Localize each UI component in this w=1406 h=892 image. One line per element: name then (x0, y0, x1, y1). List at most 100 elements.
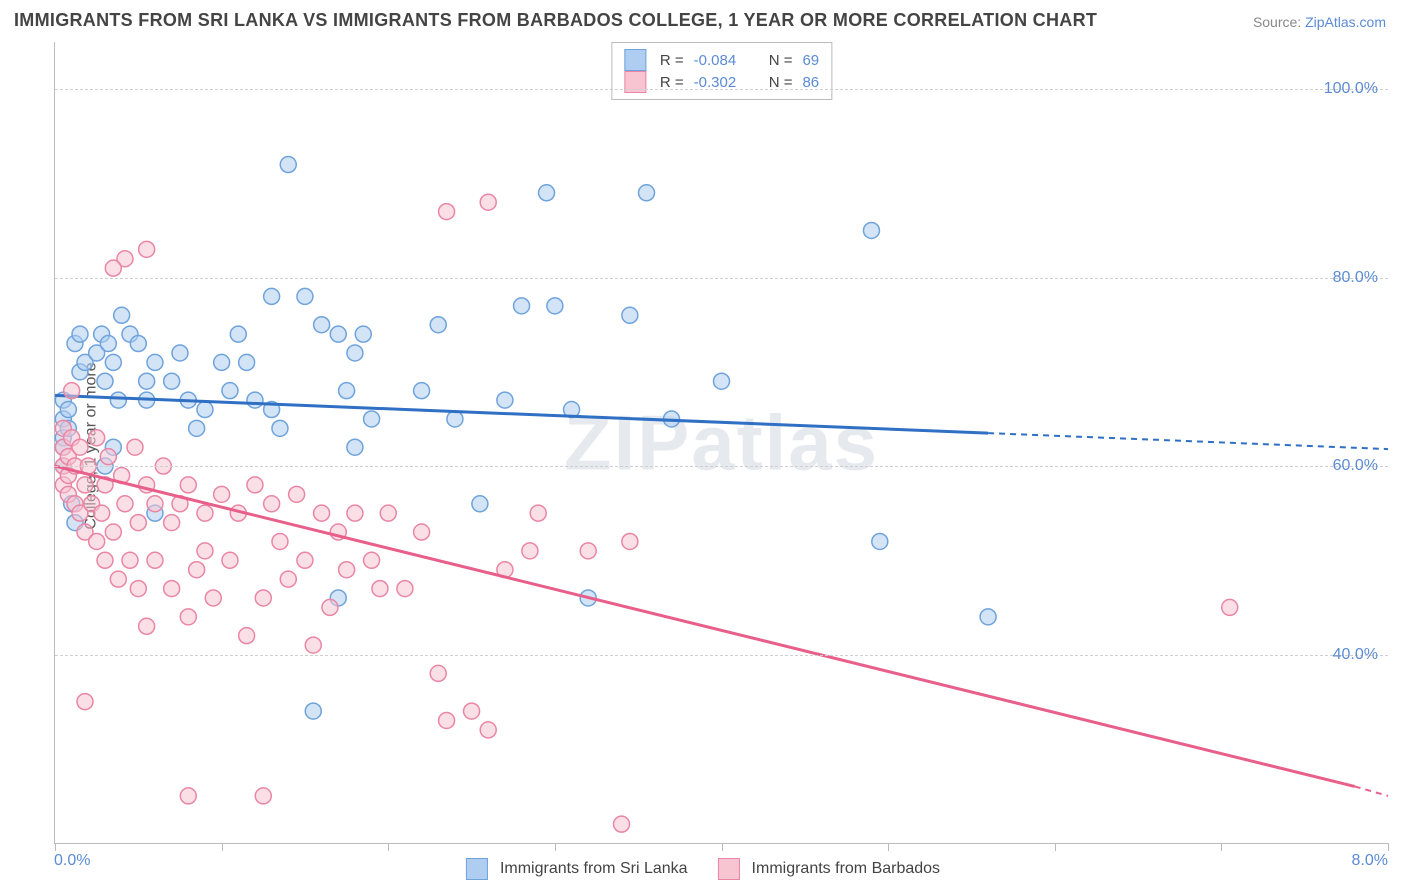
scatter-point (247, 392, 263, 408)
scatter-point (117, 496, 133, 512)
scatter-point (180, 788, 196, 804)
scatter-point (639, 185, 655, 201)
legend-r-label: R = (660, 52, 684, 69)
scatter-point (347, 345, 363, 361)
scatter-point (314, 317, 330, 333)
scatter-point (110, 392, 126, 408)
scatter-point (100, 449, 116, 465)
scatter-point (89, 430, 105, 446)
scatter-point (110, 571, 126, 587)
scatter-point (514, 298, 530, 314)
scatter-point (372, 581, 388, 597)
scatter-point (130, 581, 146, 597)
scatter-point (147, 552, 163, 568)
scatter-point (322, 599, 338, 615)
legend-swatch (624, 49, 646, 71)
gridline (55, 89, 1388, 90)
scatter-point (339, 383, 355, 399)
scatter-point (297, 552, 313, 568)
scatter-point (305, 637, 321, 653)
scatter-point (289, 486, 305, 502)
scatter-point (94, 505, 110, 521)
scatter-point (464, 703, 480, 719)
x-tick (388, 843, 389, 851)
scatter-point (330, 326, 346, 342)
scatter-point (214, 486, 230, 502)
x-tick (55, 843, 56, 851)
series-legend: Immigrants from Sri Lanka Immigrants from… (466, 858, 940, 880)
scatter-point (480, 194, 496, 210)
scatter-point (239, 628, 255, 644)
scatter-point (497, 392, 513, 408)
scatter-point (77, 477, 93, 493)
plot-area: ZIPatlas R = -0.084 N = 69R = -0.302 N =… (54, 42, 1388, 844)
scatter-point (339, 562, 355, 578)
scatter-point (430, 665, 446, 681)
scatter-point (189, 420, 205, 436)
legend-series-name: Immigrants from Sri Lanka (500, 860, 688, 878)
x-tick (722, 843, 723, 851)
scatter-point (139, 373, 155, 389)
scatter-point (197, 402, 213, 418)
scatter-point (122, 552, 138, 568)
scatter-point (180, 609, 196, 625)
scatter-point (205, 590, 221, 606)
scatter-point (355, 326, 371, 342)
scatter-point (89, 533, 105, 549)
correlation-legend: R = -0.084 N = 69R = -0.302 N = 86 (611, 42, 832, 100)
gridline (55, 466, 1388, 467)
scatter-point (430, 317, 446, 333)
scatter-point (255, 590, 271, 606)
gridline (55, 278, 1388, 279)
x-tick (888, 843, 889, 851)
scatter-point (139, 241, 155, 257)
trend-line-extrapolated (988, 433, 1388, 449)
chart-title: IMMIGRANTS FROM SRI LANKA VS IMMIGRANTS … (14, 10, 1097, 31)
x-tick (222, 843, 223, 851)
scatter-point (127, 439, 143, 455)
legend-item: Immigrants from Sri Lanka (466, 858, 688, 880)
legend-r-label: R = (660, 74, 684, 91)
source-prefix: Source: (1253, 14, 1305, 30)
legend-r-value: -0.302 (694, 74, 737, 91)
scatter-point (130, 336, 146, 352)
scatter-point (197, 543, 213, 559)
scatter-point (305, 703, 321, 719)
scatter-point (280, 571, 296, 587)
legend-n-value: 69 (802, 52, 819, 69)
x-tick (1055, 843, 1056, 851)
source-link[interactable]: ZipAtlas.com (1305, 14, 1386, 30)
scatter-point (347, 439, 363, 455)
scatter-point (480, 722, 496, 738)
legend-n-label: N = (769, 52, 793, 69)
scatter-point (280, 157, 296, 173)
scatter-point (364, 411, 380, 427)
x-tick-min: 0.0% (54, 852, 90, 870)
scatter-point (130, 515, 146, 531)
legend-r-value: -0.084 (694, 52, 737, 69)
scatter-point (105, 354, 121, 370)
legend-item: Immigrants from Barbados (718, 858, 941, 880)
legend-row: R = -0.084 N = 69 (624, 49, 819, 71)
scatter-point (97, 373, 113, 389)
scatter-point (197, 505, 213, 521)
scatter-point (77, 694, 93, 710)
legend-swatch (718, 858, 740, 880)
scatter-point (380, 505, 396, 521)
scatter-point (172, 345, 188, 361)
scatter-point (147, 354, 163, 370)
scatter-point (255, 788, 271, 804)
scatter-svg (55, 42, 1388, 843)
x-tick-max: 8.0% (1352, 852, 1388, 870)
scatter-point (439, 204, 455, 220)
legend-n-label: N = (769, 74, 793, 91)
scatter-point (530, 505, 546, 521)
scatter-point (863, 222, 879, 238)
trend-line-extrapolated (1355, 786, 1388, 795)
scatter-point (314, 505, 330, 521)
scatter-point (230, 326, 246, 342)
scatter-point (447, 411, 463, 427)
scatter-point (214, 354, 230, 370)
scatter-point (264, 496, 280, 512)
scatter-point (164, 373, 180, 389)
